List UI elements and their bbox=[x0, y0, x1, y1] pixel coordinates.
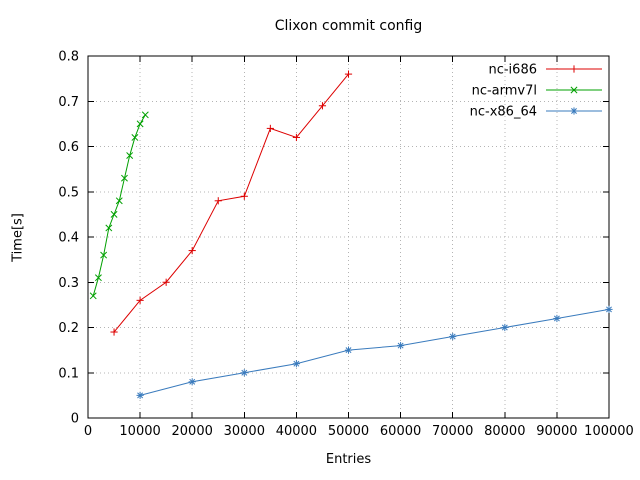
asterisk-marker bbox=[292, 360, 300, 368]
y-tick-label: 0 bbox=[71, 412, 79, 427]
x-tick-label: 40000 bbox=[276, 424, 317, 439]
legend-item: nc-armv7l bbox=[472, 84, 602, 99]
plus-marker bbox=[162, 278, 170, 286]
legend-label: nc-i686 bbox=[488, 63, 537, 78]
x-tick-label: 70000 bbox=[432, 424, 473, 439]
x-tick-label: 80000 bbox=[484, 424, 525, 439]
x-axis-label: Entries bbox=[325, 452, 372, 467]
asterisk-marker bbox=[605, 305, 613, 313]
x-marker bbox=[105, 224, 113, 232]
plus-marker bbox=[292, 133, 300, 142]
legend-item: nc-i686 bbox=[488, 63, 602, 78]
legend-item: nc-x86_64 bbox=[470, 105, 602, 120]
series-line bbox=[139, 308, 610, 396]
grid bbox=[88, 56, 609, 418]
x-marker bbox=[131, 133, 139, 141]
x-marker bbox=[136, 120, 144, 128]
chart-title: Clixon commit config bbox=[274, 18, 423, 34]
x-tick-label: 10000 bbox=[119, 424, 160, 439]
legend: nc-i686 nc-armv7l nc-x86_64 bbox=[470, 63, 602, 120]
series-nc-i686 bbox=[110, 70, 353, 336]
plus-marker bbox=[240, 192, 248, 200]
y-tick-label: 0.5 bbox=[58, 185, 79, 200]
asterisk-marker bbox=[449, 332, 457, 341]
plus-marker bbox=[188, 246, 196, 255]
series-nc-x86_64 bbox=[136, 305, 613, 399]
asterisk-marker bbox=[570, 107, 578, 115]
x-marker bbox=[141, 111, 149, 119]
plus-marker bbox=[214, 197, 222, 205]
asterisk-marker bbox=[188, 378, 196, 386]
plus-marker bbox=[136, 296, 144, 304]
axis-ticks bbox=[87, 55, 610, 419]
asterisk-marker bbox=[240, 369, 248, 377]
y-tick-label: 0.4 bbox=[58, 231, 79, 246]
plus-marker bbox=[318, 102, 327, 110]
x-marker bbox=[100, 251, 108, 259]
asterisk-marker bbox=[501, 323, 509, 332]
x-marker bbox=[94, 274, 102, 282]
y-tick-label: 0.1 bbox=[58, 366, 79, 381]
series-line bbox=[92, 114, 146, 296]
legend-label: nc-x86_64 bbox=[470, 105, 537, 120]
x-tick-label: 90000 bbox=[536, 424, 577, 439]
x-tick-label: 20000 bbox=[172, 424, 213, 439]
series-nc-armv7l bbox=[89, 111, 149, 300]
x-tick-label: 100000 bbox=[584, 424, 634, 439]
y-tick-label: 0.3 bbox=[58, 276, 79, 291]
y-tick-label: 0.7 bbox=[58, 95, 79, 110]
x-tick-label: 60000 bbox=[380, 424, 421, 439]
plus-marker bbox=[344, 70, 353, 78]
series-line bbox=[113, 73, 349, 333]
x-marker bbox=[89, 292, 97, 300]
asterisk-marker bbox=[136, 391, 144, 399]
x-tick-label: 30000 bbox=[224, 424, 265, 439]
x-marker bbox=[110, 210, 118, 218]
x-marker bbox=[121, 174, 128, 182]
asterisk-marker bbox=[344, 346, 353, 354]
y-tick-label: 0.6 bbox=[58, 140, 79, 155]
x-marker bbox=[570, 86, 578, 94]
plus-marker bbox=[266, 124, 274, 132]
x-tick-label: 50000 bbox=[328, 424, 369, 439]
y-tick-label: 0.8 bbox=[58, 50, 79, 65]
plus-marker bbox=[570, 65, 578, 73]
asterisk-marker bbox=[553, 314, 561, 323]
asterisk-marker bbox=[397, 342, 405, 350]
y-tick-label: 0.2 bbox=[58, 321, 79, 336]
x-marker bbox=[126, 152, 134, 160]
plus-marker bbox=[110, 328, 118, 336]
legend-label: nc-armv7l bbox=[472, 84, 537, 99]
x-tick-label: 0 bbox=[84, 424, 92, 439]
x-marker bbox=[115, 197, 123, 205]
